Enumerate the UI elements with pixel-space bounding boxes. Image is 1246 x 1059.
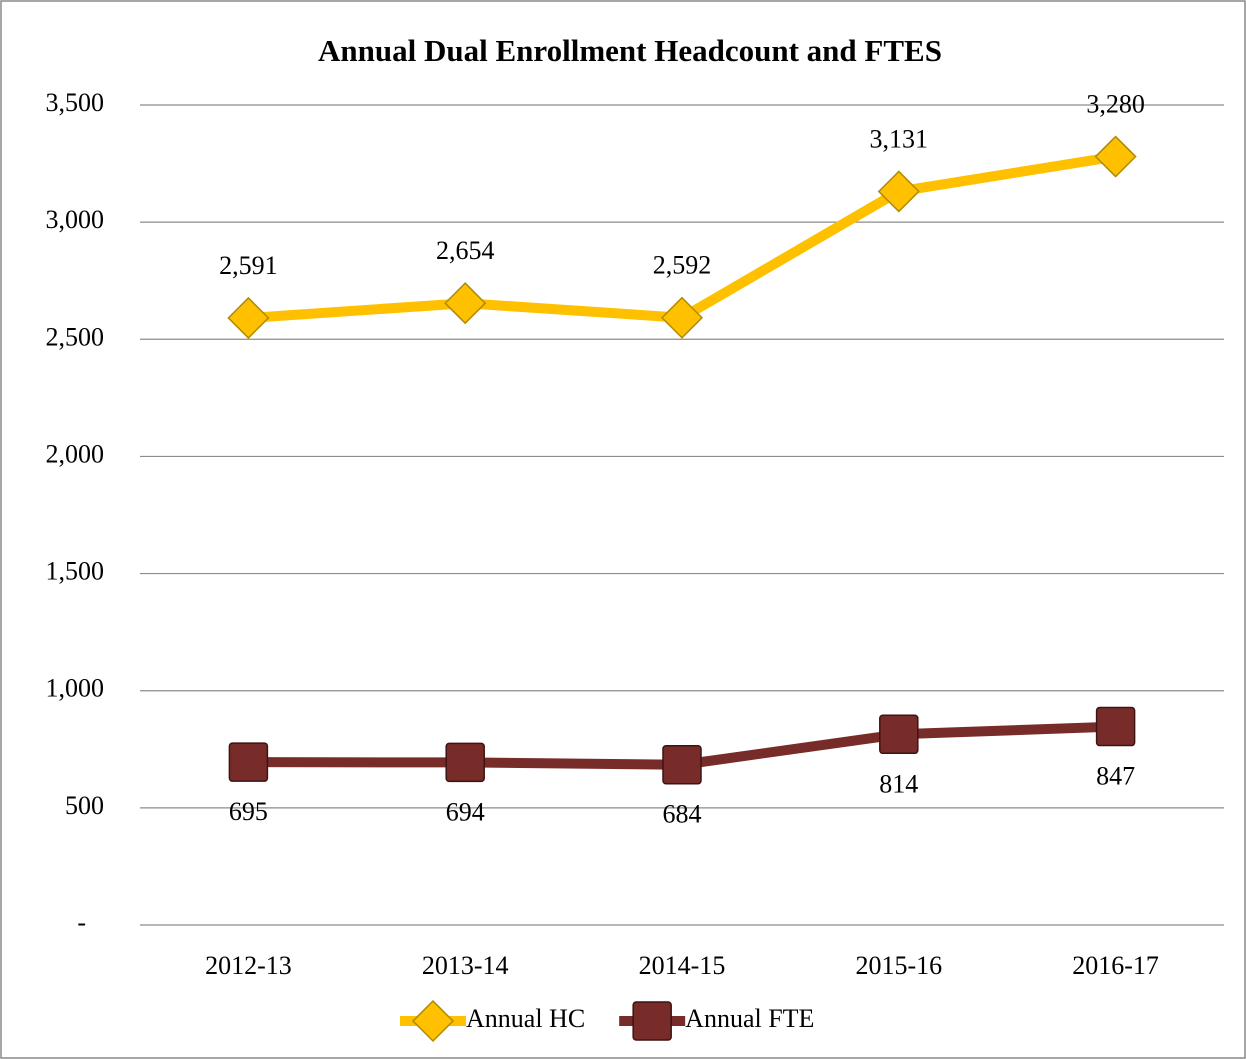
- y-tick-label: 500: [65, 791, 104, 820]
- x-tick-label: 2014-15: [639, 951, 726, 980]
- data-label: 695: [229, 797, 268, 826]
- data-label: 2,654: [436, 236, 495, 265]
- data-point: [1094, 135, 1137, 178]
- x-tick-label: 2015-16: [855, 951, 942, 980]
- x-tick-label: 2012-13: [205, 951, 292, 980]
- data-label: 847: [1096, 762, 1135, 791]
- data-point: [877, 170, 920, 213]
- data-label: 2,591: [219, 251, 278, 280]
- legend-marker: [411, 999, 455, 1043]
- data-label: 3,131: [870, 124, 929, 153]
- data-label: 694: [446, 797, 485, 826]
- y-tick-label: 1,000: [46, 674, 105, 703]
- y-tick-label: 2,500: [46, 322, 105, 351]
- y-tick-label: 3,500: [46, 88, 105, 117]
- data-point: [444, 282, 487, 325]
- data-label: 814: [879, 769, 918, 798]
- y-tick-label: 2,000: [46, 439, 105, 468]
- data-label: 3,280: [1086, 90, 1145, 119]
- data-point: [660, 296, 704, 339]
- data-point: [1095, 706, 1136, 747]
- data-point: [879, 714, 919, 755]
- chart-title: Annual Dual Enrollment Headcount and FTE…: [318, 33, 942, 68]
- data-label: 684: [663, 800, 702, 829]
- legend-label: Annual FTE: [685, 1004, 814, 1033]
- data-point: [445, 742, 485, 783]
- x-tick-label: 2016-17: [1072, 951, 1159, 980]
- data-point: [662, 744, 702, 785]
- legend-marker: [632, 1001, 672, 1041]
- data-point: [228, 742, 269, 782]
- y-tick-label: 3,000: [46, 205, 105, 234]
- data-point: [227, 296, 270, 340]
- x-tick-label: 2013-14: [422, 951, 509, 980]
- y-tick-label: -: [77, 908, 86, 937]
- legend-label: Annual HC: [466, 1004, 585, 1033]
- y-tick-label: 1,500: [46, 557, 105, 586]
- data-label: 2,592: [653, 251, 712, 280]
